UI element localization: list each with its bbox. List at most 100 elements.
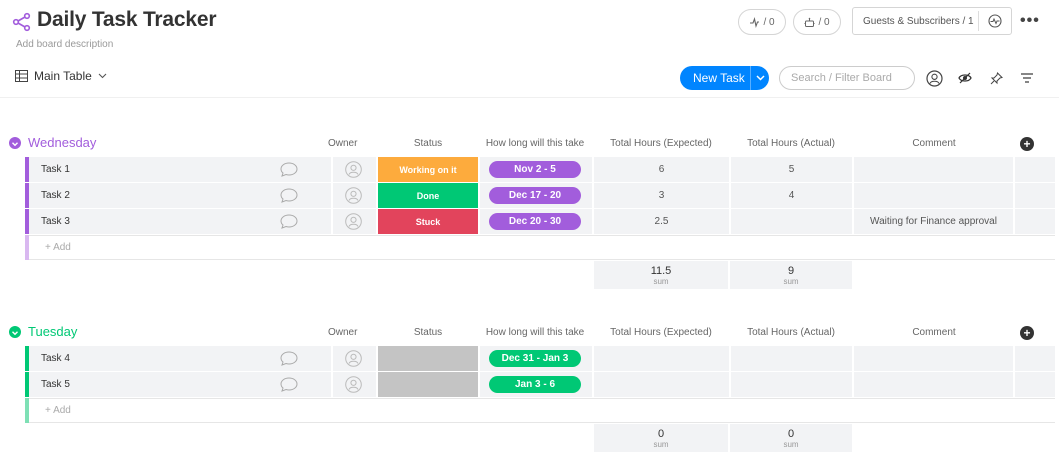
status-badge[interactable]: Stuck <box>378 209 478 234</box>
status-badge[interactable] <box>378 372 478 397</box>
column-header-actual[interactable]: Total Hours (Actual) <box>747 138 835 149</box>
group-header: Tuesday Owner Status How long will this … <box>0 318 1059 346</box>
owner-cell[interactable] <box>333 346 376 371</box>
timeline-cell[interactable]: Dec 31 - Jan 3 <box>480 346 592 371</box>
comment-cell[interactable]: Waiting for Finance approval <box>854 209 1013 234</box>
timeline-pill[interactable]: Dec 31 - Jan 3 <box>489 350 581 367</box>
board-title[interactable]: Daily Task Tracker <box>37 8 217 31</box>
sort-filter-icon[interactable] <box>1018 69 1036 87</box>
timeline-pill[interactable]: Jan 3 - 6 <box>489 376 581 393</box>
table-row[interactable]: Task 5 Jan 3 - 6 <box>25 372 1055 397</box>
column-header-owner[interactable]: Owner <box>328 327 358 338</box>
task-name[interactable]: Task 1 <box>41 164 70 175</box>
avatar-icon[interactable] <box>345 350 362 367</box>
status-badge[interactable] <box>378 346 478 371</box>
table-row[interactable]: Task 1 Working on it Nov 2 - 5 6 5 <box>25 157 1055 182</box>
task-name[interactable]: Task 4 <box>41 353 70 364</box>
comment-cell[interactable] <box>854 183 1013 208</box>
add-item-label[interactable]: + Add <box>45 242 71 253</box>
column-header-expected[interactable]: Total Hours (Expected) <box>610 327 712 338</box>
table-row[interactable]: Task 2 Done Dec 17 - 20 3 4 <box>25 183 1055 208</box>
expected-hours-cell[interactable] <box>594 346 729 371</box>
name-cell[interactable]: Task 5 <box>25 372 331 397</box>
expected-hours-cell[interactable] <box>594 372 729 397</box>
actual-hours-cell[interactable] <box>731 346 852 371</box>
comment-bubble-icon[interactable] <box>280 377 298 392</box>
guests-subscribers-button[interactable]: Guests & Subscribers / 1 <box>852 7 1012 35</box>
avatar-icon[interactable] <box>345 161 362 178</box>
actual-hours-cell[interactable]: 4 <box>731 183 852 208</box>
column-header-owner[interactable]: Owner <box>328 138 358 149</box>
pin-icon[interactable] <box>987 69 1005 87</box>
comment-bubble-icon[interactable] <box>280 188 298 203</box>
timeline-pill[interactable]: Dec 20 - 30 <box>489 213 581 230</box>
comment-bubble-icon[interactable] <box>280 214 298 229</box>
name-cell[interactable]: Task 3 <box>25 209 331 234</box>
activity-log-icon[interactable] <box>979 14 1011 28</box>
column-header-status[interactable]: Status <box>413 327 443 338</box>
more-options-icon[interactable]: ••• <box>1020 12 1040 29</box>
board-description[interactable]: Add board description <box>16 39 114 50</box>
group-collapse-icon[interactable] <box>9 326 21 338</box>
search-input[interactable] <box>779 66 915 90</box>
expected-hours-cell[interactable]: 2.5 <box>594 209 729 234</box>
comment-cell[interactable] <box>854 346 1013 371</box>
bots-button[interactable]: / 0 <box>793 9 841 35</box>
column-header-comment[interactable]: Comment <box>912 138 956 149</box>
owner-cell[interactable] <box>333 209 376 234</box>
comment-cell[interactable] <box>854 372 1013 397</box>
task-name[interactable]: Task 3 <box>41 216 70 227</box>
name-cell[interactable]: Task 1 <box>25 157 331 182</box>
sum-actual-value: 9 <box>787 265 795 277</box>
group-title[interactable]: Wednesday <box>28 135 97 150</box>
column-header-timeline[interactable]: How long will this take <box>485 327 585 338</box>
owner-cell[interactable] <box>333 183 376 208</box>
actual-hours-cell[interactable] <box>731 209 852 234</box>
status-badge[interactable]: Done <box>378 183 478 208</box>
table-row[interactable]: Task 4 Dec 31 - Jan 3 <box>25 346 1055 371</box>
owner-cell[interactable] <box>333 157 376 182</box>
actual-hours-cell[interactable] <box>731 372 852 397</box>
new-task-button[interactable]: New Task <box>680 66 769 90</box>
avatar-icon[interactable] <box>345 187 362 204</box>
group-collapse-icon[interactable] <box>9 137 21 149</box>
owner-cell[interactable] <box>333 372 376 397</box>
status-badge[interactable]: Working on it <box>378 157 478 182</box>
new-task-dropdown[interactable] <box>750 66 769 90</box>
column-header-timeline[interactable]: How long will this take <box>485 138 585 149</box>
share-icon[interactable] <box>12 12 32 32</box>
comment-bubble-icon[interactable] <box>280 162 298 177</box>
comment-bubble-icon[interactable] <box>280 351 298 366</box>
activity-button[interactable]: / 0 <box>738 9 786 35</box>
name-cell[interactable]: Task 4 <box>25 346 331 371</box>
column-header-expected[interactable]: Total Hours (Expected) <box>610 138 712 149</box>
timeline-cell[interactable]: Dec 20 - 30 <box>480 209 592 234</box>
expected-hours-cell[interactable]: 3 <box>594 183 729 208</box>
name-cell[interactable]: Task 2 <box>25 183 331 208</box>
task-name[interactable]: Task 5 <box>41 379 70 390</box>
add-column-icon[interactable]: + <box>1020 326 1034 340</box>
group-title[interactable]: Tuesday <box>28 324 78 339</box>
view-switcher[interactable]: Main Table <box>15 69 107 83</box>
avatar-icon[interactable] <box>345 213 362 230</box>
timeline-pill[interactable]: Dec 17 - 20 <box>489 187 581 204</box>
actual-hours-cell[interactable]: 5 <box>731 157 852 182</box>
person-filter-icon[interactable] <box>925 69 943 87</box>
add-item-row[interactable]: + Add <box>25 398 1055 423</box>
timeline-cell[interactable]: Jan 3 - 6 <box>480 372 592 397</box>
add-item-row[interactable]: + Add <box>25 235 1055 260</box>
add-column-icon[interactable]: + <box>1020 137 1034 151</box>
add-item-label[interactable]: + Add <box>45 405 71 416</box>
avatar-icon[interactable] <box>345 376 362 393</box>
column-header-comment[interactable]: Comment <box>912 327 956 338</box>
task-name[interactable]: Task 2 <box>41 190 70 201</box>
timeline-pill[interactable]: Nov 2 - 5 <box>489 161 581 178</box>
eye-icon[interactable] <box>956 69 974 87</box>
column-header-status[interactable]: Status <box>413 138 443 149</box>
comment-cell[interactable] <box>854 157 1013 182</box>
table-row[interactable]: Task 3 Stuck Dec 20 - 30 2.5 Waiting for… <box>25 209 1055 234</box>
timeline-cell[interactable]: Nov 2 - 5 <box>480 157 592 182</box>
column-header-actual[interactable]: Total Hours (Actual) <box>747 327 835 338</box>
timeline-cell[interactable]: Dec 17 - 20 <box>480 183 592 208</box>
expected-hours-cell[interactable]: 6 <box>594 157 729 182</box>
